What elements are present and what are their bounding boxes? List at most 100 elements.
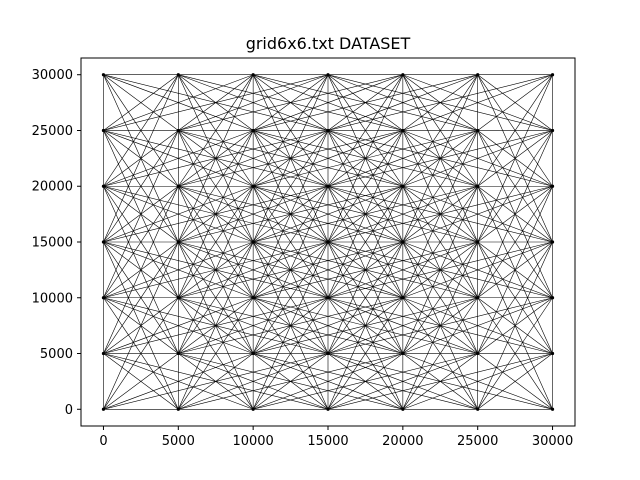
node-point: [101, 73, 106, 77]
edge-line: [178, 74, 254, 187]
x-tick-label: 10000: [232, 434, 273, 449]
node-point: [476, 351, 480, 356]
edge-line: [477, 74, 553, 187]
edge-line: [402, 241, 478, 410]
edge-line: [252, 74, 329, 243]
node-point: [476, 296, 480, 300]
x-tick-label: 0: [99, 434, 107, 449]
x-tick-label: 20000: [382, 434, 423, 449]
edge-line: [103, 186, 179, 298]
node-point: [176, 73, 180, 77]
edge-line: [103, 74, 179, 187]
edge-line: [103, 241, 179, 354]
node-point: [550, 73, 555, 77]
x-tick-label: 30000: [532, 434, 573, 449]
edge-line: [178, 74, 254, 243]
y-tick-label: 10000: [32, 291, 73, 306]
node-point: [101, 184, 106, 188]
node-point: [176, 128, 180, 133]
edge-line: [103, 186, 179, 354]
edge-line: [252, 74, 329, 131]
y-tick-label: 5000: [40, 347, 73, 362]
edge-line: [327, 74, 404, 187]
edge-line: [402, 241, 478, 354]
edge-line: [178, 186, 254, 298]
node-point: [251, 240, 255, 244]
edge-line: [477, 241, 553, 410]
edge-line: [252, 297, 329, 410]
edge-line: [402, 74, 478, 243]
x-tick-label: 15000: [307, 434, 348, 449]
node-point: [476, 184, 480, 188]
chart-title: grid6x6.txt DATASET: [246, 34, 411, 53]
edge-line: [252, 353, 329, 410]
node-point: [550, 351, 555, 356]
edge-line: [178, 186, 254, 354]
edge-line: [252, 74, 329, 187]
x-tick-label: 5000: [162, 434, 195, 449]
edge-line: [327, 186, 404, 298]
edge-line: [402, 74, 478, 131]
edge-line: [252, 130, 329, 298]
node-point: [176, 240, 180, 244]
node-point: [476, 128, 480, 133]
y-tick-label: 30000: [32, 68, 73, 83]
node-point: [101, 240, 106, 244]
node-point: [326, 240, 330, 244]
node-point: [176, 296, 180, 300]
y-tick-label: 25000: [32, 124, 73, 139]
y-tick-label: 0: [65, 403, 73, 418]
node-point: [251, 128, 255, 133]
edge-line: [477, 186, 553, 354]
edge-line: [178, 241, 254, 410]
edge-line: [402, 186, 478, 354]
edge-line: [477, 186, 553, 298]
edge-line: [252, 186, 329, 298]
node-point: [476, 73, 480, 77]
y-tick-label: 15000: [32, 236, 73, 251]
edge-line: [327, 74, 404, 243]
node-point: [401, 240, 405, 244]
node-point: [326, 184, 330, 188]
node-point: [251, 351, 255, 356]
edge-line: [327, 241, 404, 410]
edge-line: [402, 74, 478, 187]
edge-line: [252, 130, 329, 243]
node-point: [326, 73, 330, 77]
edge-line: [327, 74, 404, 131]
node-point: [176, 184, 180, 188]
edge-line: [103, 353, 179, 410]
node-point: [176, 351, 180, 356]
y-tick-label: 20000: [32, 180, 73, 195]
node-point: [550, 296, 555, 300]
edge-line: [402, 297, 478, 410]
node-point: [251, 296, 255, 300]
node-point: [101, 296, 106, 300]
edge-line: [477, 130, 553, 243]
edge-line: [103, 74, 179, 243]
edge-line: [103, 130, 179, 243]
edge-line: [477, 297, 553, 410]
node-point: [326, 351, 330, 356]
edge-line: [327, 241, 404, 354]
edge-line: [402, 130, 478, 298]
edge-line: [327, 297, 404, 410]
edge-line: [477, 74, 553, 131]
edge-line: [477, 130, 553, 298]
node-point: [550, 407, 555, 411]
node-point: [326, 407, 330, 411]
node-point: [401, 128, 405, 133]
node-point: [401, 184, 405, 188]
node-point: [401, 407, 405, 411]
node-point: [326, 296, 330, 300]
x-tick-label: 25000: [457, 434, 498, 449]
nodes-group: [101, 73, 555, 411]
node-point: [251, 184, 255, 188]
edge-line: [103, 297, 179, 410]
y-axis: 0 5000 10000 15000 20000 25000 30000: [32, 68, 81, 418]
edge-line: [477, 74, 553, 243]
edge-line: [103, 130, 179, 298]
x-axis: 0 5000 10000 15000 20000 25000 30000: [99, 426, 573, 449]
